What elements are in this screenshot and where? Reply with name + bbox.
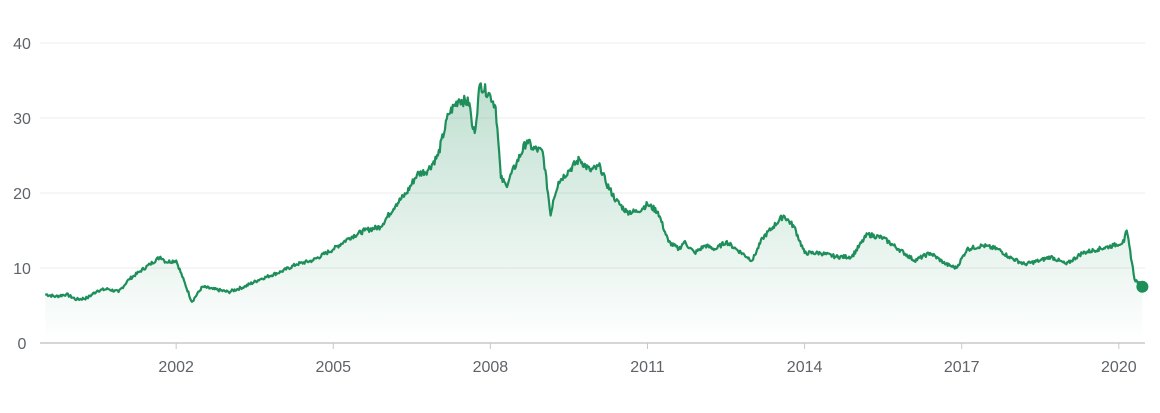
x-tick-label: 2002 [158,359,194,376]
series-area-fill [45,83,1143,344]
y-tick-label: 20 [13,186,31,203]
x-tick-label: 2005 [315,359,351,376]
y-tick-label: 30 [13,111,31,128]
last-point-marker [1136,280,1149,293]
y-tick-label: 40 [13,36,31,53]
y-tick-label: 0 [18,336,27,353]
x-tick-label: 2011 [630,359,665,376]
series-line-layer [44,82,1149,303]
x-tick-label: 2017 [944,359,980,376]
area-fill-layer [45,83,1143,344]
x-tick-label: 2020 [1101,359,1137,376]
x-tick-label: 2008 [473,359,509,376]
y-axis-ticks: 0 10 20 30 40 [13,36,31,353]
x-axis-ticks: 2002 2005 2008 2011 2014 2017 2020 [158,343,1137,376]
x-tick-label: 2014 [787,359,823,376]
series-line [44,82,1144,303]
y-tick-label: 10 [13,261,31,278]
